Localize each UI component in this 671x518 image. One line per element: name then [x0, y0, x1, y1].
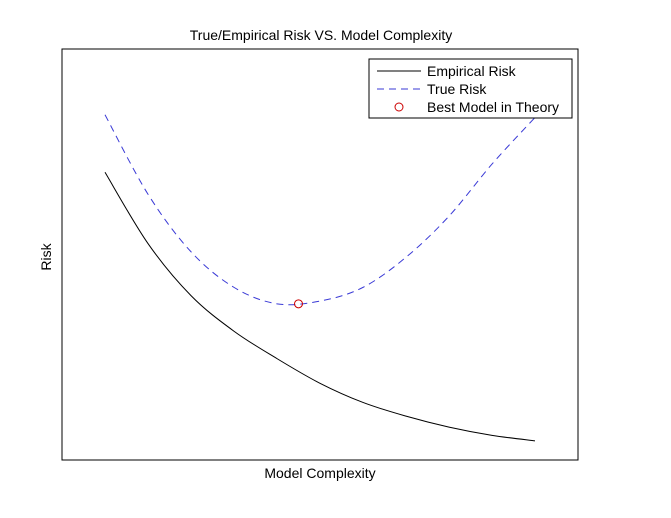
chart-title: True/Empirical Risk VS. Model Complexity: [190, 27, 452, 43]
legend-label-true-risk: True Risk: [427, 81, 487, 97]
legend-label-empirical-risk: Empirical Risk: [427, 63, 517, 79]
series-layer: [104, 114, 536, 442]
legend-swatch-best-model-marker: [394, 102, 404, 112]
series-line-empirical-risk: [104, 172, 536, 442]
best-model-marker: [294, 299, 303, 309]
series-line-true-risk: [104, 114, 536, 306]
legend-label-best-model: Best Model in Theory: [427, 99, 559, 115]
marker-layer: [294, 299, 303, 309]
x-axis-label: Model Complexity: [264, 465, 375, 481]
y-axis-label: Risk: [38, 242, 54, 270]
legend: Empirical Risk True Risk Best Model in T…: [368, 58, 573, 119]
